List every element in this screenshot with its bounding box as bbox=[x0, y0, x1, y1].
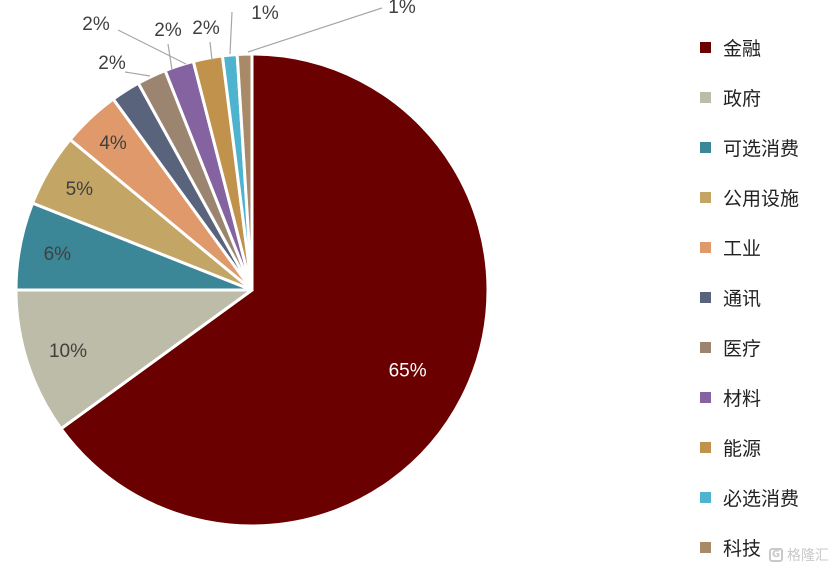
slice-label-materials: 2% bbox=[82, 14, 110, 35]
legend-item-utilities: 公用设施 bbox=[700, 172, 830, 222]
legend-swatch bbox=[700, 91, 711, 103]
slice-label-consumer-staples: 1% bbox=[251, 3, 279, 24]
legend-item-consumer-staples: 必选消费 bbox=[700, 472, 830, 522]
slice-label-technology: 1% bbox=[388, 0, 416, 18]
watermark-logo: G bbox=[769, 548, 783, 562]
legend-swatch bbox=[700, 441, 711, 453]
leader-lines bbox=[117, 7, 383, 77]
slice-label-government: 10% bbox=[49, 341, 87, 362]
legend-label: 医疗 bbox=[723, 337, 762, 360]
slice-label-industrials: 4% bbox=[99, 133, 127, 154]
leader-line-materials bbox=[117, 29, 187, 65]
pie-chart: 65% 10% 6% 5% 4% 2% 2% 2% 2% 1% 1% bbox=[14, 0, 490, 528]
legend-label: 能源 bbox=[723, 437, 762, 460]
legend-label: 必选消费 bbox=[723, 487, 800, 510]
legend-swatch bbox=[700, 491, 711, 503]
slice-label-energy: 2% bbox=[192, 18, 220, 39]
legend-swatch bbox=[700, 291, 711, 303]
legend-label: 通讯 bbox=[723, 287, 762, 310]
slice-labels: 65% 10% 6% 5% 4% 2% 2% 2% 2% 1% 1% bbox=[44, 0, 427, 381]
watermark-text: 格隆汇 bbox=[787, 548, 829, 564]
leader-line-energy bbox=[209, 41, 213, 61]
legend-label: 金融 bbox=[723, 37, 762, 60]
legend-swatch bbox=[700, 541, 711, 553]
watermark: G 格隆汇 bbox=[769, 545, 829, 565]
leader-line-technology bbox=[247, 7, 383, 53]
legend-item-energy: 能源 bbox=[700, 422, 830, 472]
leader-line-healthcare bbox=[167, 43, 173, 71]
legend-label: 政府 bbox=[723, 87, 762, 110]
chart-legend: 金融政府可选消费公用设施工业通讯医疗材料能源必选消费科技 bbox=[700, 22, 830, 572]
legend-label: 公用设施 bbox=[723, 187, 800, 210]
legend-label: 材料 bbox=[723, 387, 762, 410]
legend-item-technology: 科技 bbox=[700, 522, 830, 572]
legend-label: 可选消费 bbox=[723, 137, 800, 160]
legend-label: 工业 bbox=[723, 237, 762, 260]
legend-swatch bbox=[700, 241, 711, 253]
legend-label: 科技 bbox=[723, 537, 762, 560]
pie-slice-government bbox=[14, 288, 254, 431]
legend-item-healthcare: 医疗 bbox=[700, 322, 830, 372]
slice-label-telecom: 2% bbox=[98, 53, 126, 74]
legend-swatch bbox=[700, 41, 711, 53]
legend-swatch bbox=[700, 141, 711, 153]
slice-label-finance: 65% bbox=[389, 360, 427, 381]
legend-item-materials: 材料 bbox=[700, 372, 830, 422]
pie-slice-technology bbox=[235, 52, 254, 292]
legend-swatch bbox=[700, 341, 711, 353]
legend-item-finance: 金融 bbox=[700, 22, 830, 72]
slice-label-utilities: 5% bbox=[66, 179, 94, 200]
legend-item-industrials: 工业 bbox=[700, 222, 830, 272]
pie-slice-finance bbox=[59, 52, 490, 528]
legend-item-government: 政府 bbox=[700, 72, 830, 122]
legend-swatch bbox=[700, 191, 711, 203]
legend-swatch bbox=[700, 391, 711, 403]
legend-item-consumer-discretionary: 可选消费 bbox=[700, 122, 830, 172]
leader-line-telecom bbox=[124, 71, 151, 77]
pie-slices bbox=[14, 52, 490, 528]
slice-label-healthcare: 2% bbox=[154, 20, 182, 41]
leader-line-consumer-staples bbox=[229, 11, 233, 55]
slice-label-consumer-discretionary: 6% bbox=[44, 244, 72, 265]
legend-item-telecom: 通讯 bbox=[700, 272, 830, 322]
